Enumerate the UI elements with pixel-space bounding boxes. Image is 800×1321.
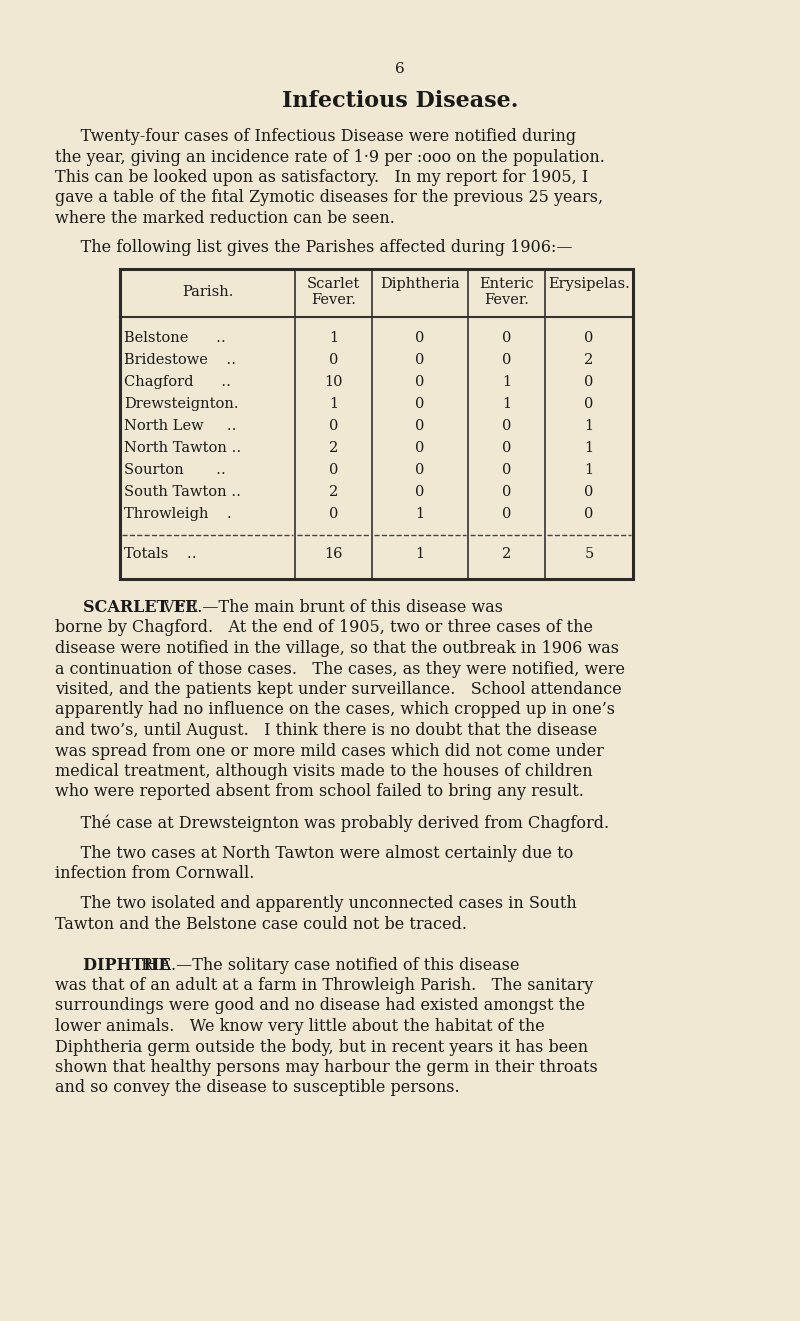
- Text: Enteric: Enteric: [479, 277, 534, 291]
- Text: 0: 0: [502, 485, 511, 499]
- Text: 0: 0: [584, 485, 594, 499]
- Text: and so convey the disease to susceptible persons.: and so convey the disease to susceptible…: [55, 1079, 460, 1096]
- Text: 5: 5: [584, 547, 594, 561]
- Text: shown that healthy persons may harbour the germ in their throats: shown that healthy persons may harbour t…: [55, 1059, 598, 1077]
- Text: infection from Cornwall.: infection from Cornwall.: [55, 865, 254, 882]
- Text: Scarlet: Scarlet: [307, 277, 360, 291]
- Text: 2: 2: [329, 441, 338, 454]
- Text: 0: 0: [502, 441, 511, 454]
- Text: 0: 0: [415, 398, 425, 411]
- Text: 1: 1: [585, 441, 594, 454]
- Text: Diphtheria germ outside the body, but in recent years it has been: Diphtheria germ outside the body, but in…: [55, 1038, 588, 1055]
- Text: 0: 0: [329, 353, 338, 367]
- Text: Sourton       ‥: Sourton ‥: [124, 462, 226, 477]
- Text: Thé case at Drewsteignton was probably derived from Chagford.: Thé case at Drewsteignton was probably d…: [55, 814, 609, 831]
- Text: 0: 0: [329, 419, 338, 433]
- Text: the year, giving an incidence rate of 1·9 per :ooo on the population.: the year, giving an incidence rate of 1·…: [55, 148, 605, 165]
- Text: 1: 1: [415, 547, 425, 561]
- Text: disease were notified in the village, so that the outbreak in 1906 was: disease were notified in the village, so…: [55, 639, 619, 657]
- Text: 0: 0: [415, 462, 425, 477]
- Text: 0: 0: [502, 353, 511, 367]
- Text: The two cases at North Tawton were almost certainly due to: The two cases at North Tawton were almos…: [55, 844, 574, 861]
- Text: 0: 0: [502, 507, 511, 520]
- Text: Fever.: Fever.: [484, 293, 529, 306]
- Text: 10: 10: [324, 375, 342, 388]
- Text: who were reported absent from school failed to bring any result.: who were reported absent from school fai…: [55, 783, 584, 801]
- Text: 16: 16: [324, 547, 342, 561]
- Text: North Lew     ‥: North Lew ‥: [124, 419, 237, 433]
- Text: Parish.: Parish.: [182, 285, 233, 299]
- Text: 0: 0: [502, 332, 511, 345]
- Text: South Tawton ‥: South Tawton ‥: [124, 485, 241, 499]
- Text: and two’s, until August.   I think there is no doubt that the disease: and two’s, until August. I think there i…: [55, 723, 598, 738]
- Text: 1: 1: [585, 462, 594, 477]
- Text: where the marked reduction can be seen.: where the marked reduction can be seen.: [55, 210, 395, 227]
- Text: 0: 0: [415, 353, 425, 367]
- Text: Tawton and the Belstone case could not be traced.: Tawton and the Belstone case could not b…: [55, 915, 467, 933]
- Text: 2: 2: [329, 485, 338, 499]
- Text: 0: 0: [415, 375, 425, 388]
- Text: VER.—The main brunt of this disease was: VER.—The main brunt of this disease was: [162, 598, 503, 616]
- Text: visited, and the patients kept under surveillance.   School attendance: visited, and the patients kept under sur…: [55, 682, 622, 697]
- Text: surroundings were good and no disease had existed amongst the: surroundings were good and no disease ha…: [55, 997, 585, 1015]
- Text: Totals    ‥: Totals ‥: [124, 547, 197, 561]
- Text: 0: 0: [415, 485, 425, 499]
- Text: Chagford      ‥: Chagford ‥: [124, 375, 231, 388]
- Text: 1: 1: [415, 507, 425, 520]
- Text: borne by Chagford.   At the end of 1905, two or three cases of the: borne by Chagford. At the end of 1905, t…: [55, 620, 593, 637]
- Text: Twenty-four cases of Infectious Disease were notified during: Twenty-four cases of Infectious Disease …: [55, 128, 576, 145]
- Text: Bridestowe    ‥: Bridestowe ‥: [124, 353, 236, 367]
- Text: apparently had no influence on the cases, which cropped up in one’s: apparently had no influence on the cases…: [55, 701, 615, 719]
- Text: 0: 0: [584, 375, 594, 388]
- Text: Erysipelas.: Erysipelas.: [548, 277, 630, 291]
- Text: gave a table of the fıtal Zymotic diseases for the previous 25 years,: gave a table of the fıtal Zymotic diseas…: [55, 189, 603, 206]
- Text: Belstone      ‥: Belstone ‥: [124, 332, 226, 345]
- Bar: [120, 269, 633, 579]
- Text: was that of an adult at a farm in Throwleigh Parish.   The sanitary: was that of an adult at a farm in Throwl…: [55, 978, 594, 993]
- Text: was spread from one or more mild cases which did not come under: was spread from one or more mild cases w…: [55, 742, 604, 760]
- Text: 0: 0: [584, 398, 594, 411]
- Text: RIA.—The solitary case notified of this disease: RIA.—The solitary case notified of this …: [141, 956, 519, 974]
- Text: Infectious Disease.: Infectious Disease.: [282, 90, 518, 112]
- Text: 2: 2: [502, 547, 511, 561]
- Text: 0: 0: [329, 462, 338, 477]
- Text: 0: 0: [502, 419, 511, 433]
- Text: 1: 1: [502, 398, 511, 411]
- Text: 0: 0: [415, 419, 425, 433]
- Text: 0: 0: [415, 332, 425, 345]
- Text: 6: 6: [395, 62, 405, 77]
- Text: 0: 0: [329, 507, 338, 520]
- Text: 1: 1: [329, 332, 338, 345]
- Text: The two isolated and apparently unconnected cases in South: The two isolated and apparently unconnec…: [55, 896, 577, 913]
- Text: lower animals.   We know very little about the habitat of the: lower animals. We know very little about…: [55, 1018, 545, 1034]
- Text: 0: 0: [584, 332, 594, 345]
- Text: 1: 1: [585, 419, 594, 433]
- Text: The following list gives the Parishes affected during 1906:—: The following list gives the Parishes af…: [55, 239, 573, 255]
- Text: 0: 0: [415, 441, 425, 454]
- Text: 1: 1: [502, 375, 511, 388]
- Text: a continuation of those cases.   The cases, as they were notified, were: a continuation of those cases. The cases…: [55, 660, 625, 678]
- Text: Diphtheria: Diphtheria: [380, 277, 460, 291]
- Text: 0: 0: [502, 462, 511, 477]
- Text: This can be looked upon as satisfactory.   In my report for 1905, I: This can be looked upon as satisfactory.…: [55, 169, 588, 186]
- Text: North Tawton ‥: North Tawton ‥: [124, 441, 242, 454]
- Text: Drewsteignton.: Drewsteignton.: [124, 398, 238, 411]
- Text: medical treatment, although visits made to the houses of children: medical treatment, although visits made …: [55, 764, 593, 779]
- Text: 2: 2: [584, 353, 594, 367]
- Text: 1: 1: [329, 398, 338, 411]
- Text: DIPHTHE: DIPHTHE: [55, 956, 170, 974]
- Text: 0: 0: [584, 507, 594, 520]
- Text: SCARLET FE: SCARLET FE: [55, 598, 198, 616]
- Text: Throwleigh    .: Throwleigh .: [124, 507, 232, 520]
- Text: Fever.: Fever.: [311, 293, 356, 306]
